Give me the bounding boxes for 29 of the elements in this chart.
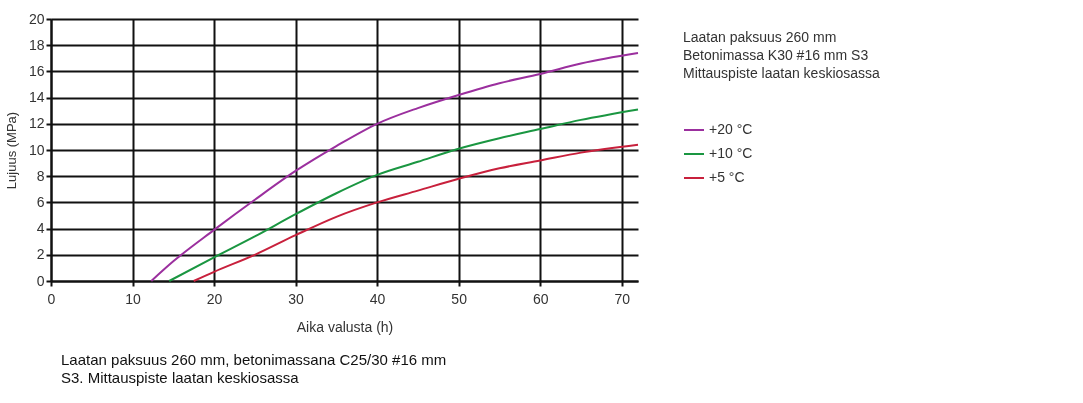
y-tick-label: 18: [28, 36, 45, 53]
y-tick-label: 4: [36, 220, 45, 237]
x-tick-label: 70: [614, 290, 631, 307]
x-tick-label: 0: [47, 290, 56, 307]
y-axis-title: Lujuus (MPa): [3, 111, 19, 190]
x-tick-label: 30: [288, 290, 305, 307]
y-tick-label: 20: [28, 10, 45, 27]
y-tick-label: 8: [36, 167, 45, 184]
legend-label: +5 °C: [709, 169, 745, 185]
text: Laatan paksuus 260 mm, betonimassana C25/30 #16 mm S3. Mittauspiste laatan keskiosassa: [61, 351, 447, 386]
y-tick-label: 10: [28, 141, 45, 158]
y-tick-label: 14: [28, 89, 45, 106]
x-tick-label: 60: [532, 290, 549, 307]
line-series: [168, 108, 639, 282]
y-tick-label: 6: [36, 193, 45, 210]
y-tick-label: 0: [36, 272, 45, 289]
x-tick-label: 10: [125, 290, 142, 307]
x-tick-label: 40: [369, 290, 386, 307]
line-series: [192, 143, 639, 282]
x-tick-label: 50: [451, 290, 468, 307]
y-tick-label: 16: [28, 62, 45, 79]
legend-label: +20 °C: [709, 121, 753, 137]
legend-label: +10 °C: [709, 145, 753, 161]
line-series: [150, 52, 639, 282]
y-tick-label: 12: [28, 115, 45, 132]
x-axis-title: Aika valusta (h): [296, 318, 394, 335]
x-tick-label: 20: [206, 290, 223, 307]
y-tick-label: 2: [36, 246, 45, 263]
text: Laatan paksuus 260 mm Betonimassa K30 #16 mm S3 Mittauspiste laatan keskiosassa: [683, 29, 881, 81]
